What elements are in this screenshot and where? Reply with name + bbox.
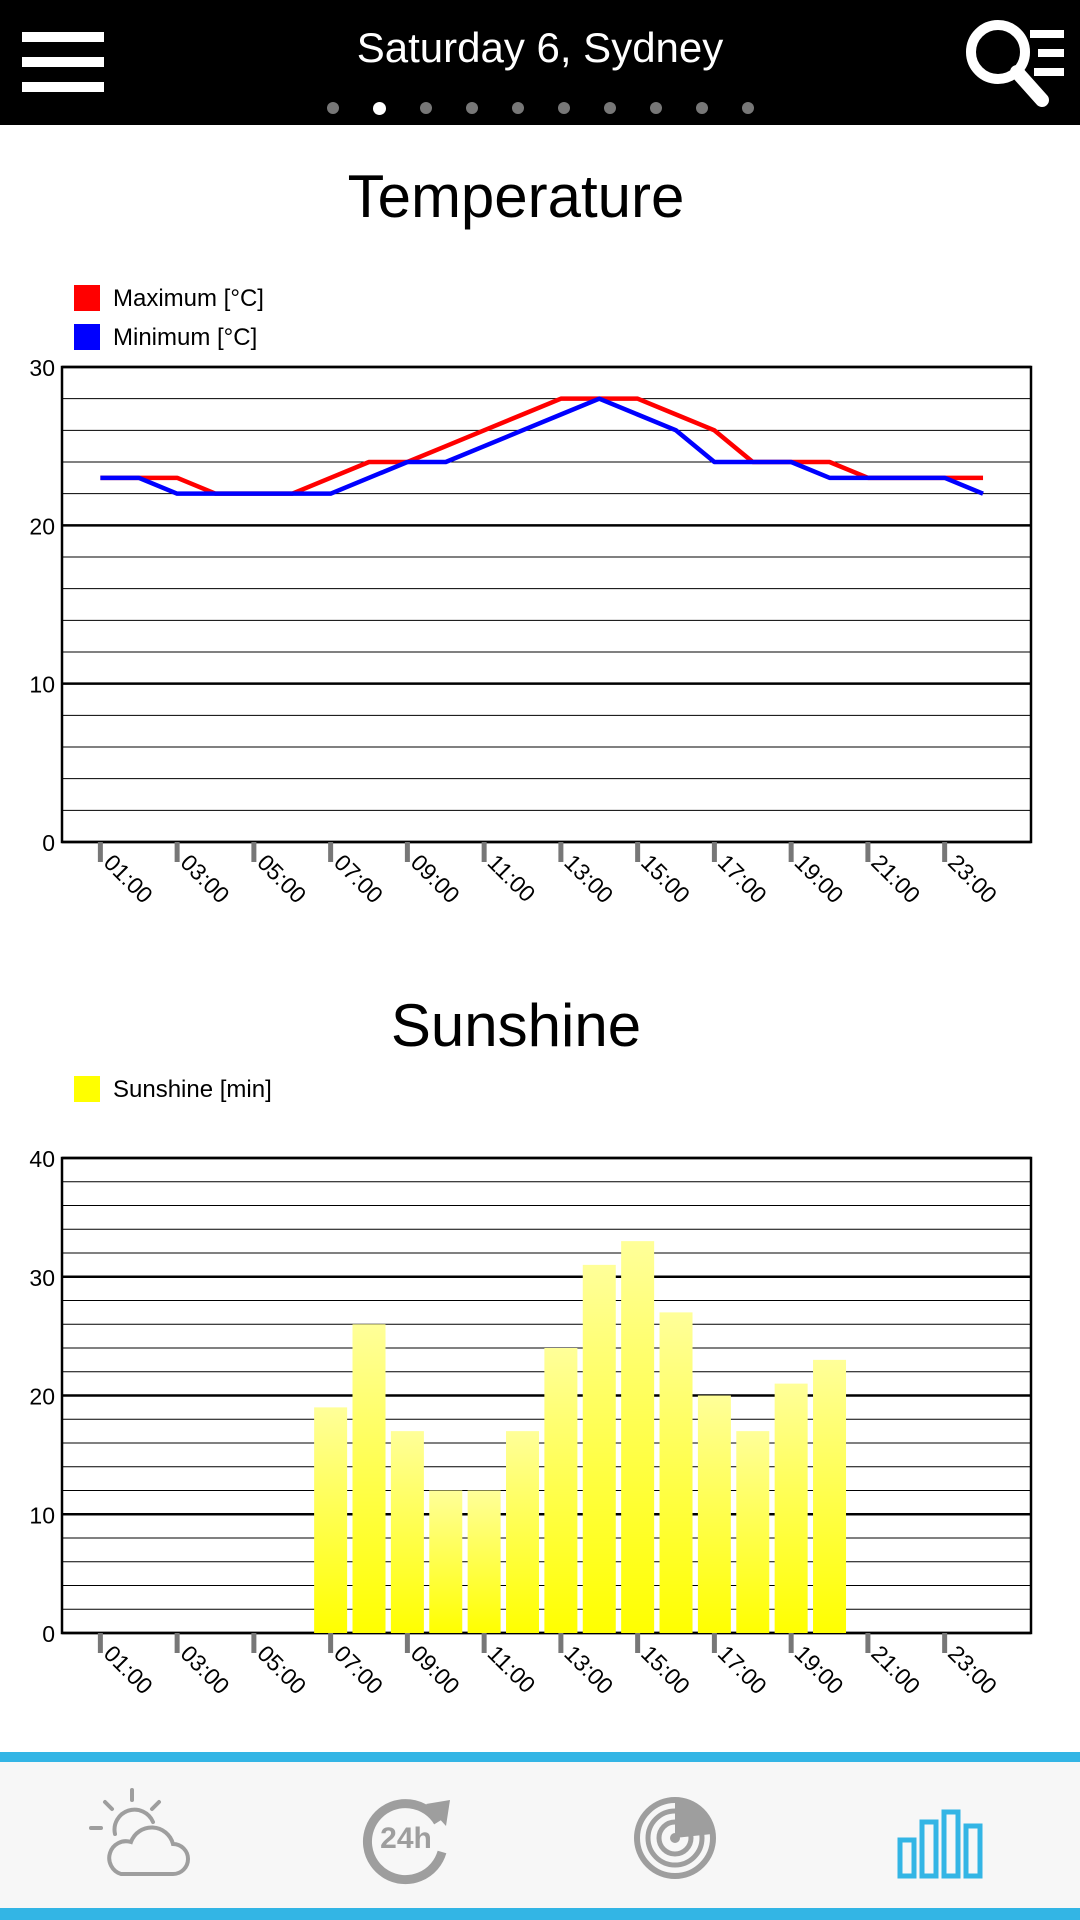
x-tick-label: 17:00 xyxy=(713,849,772,905)
legend-swatch xyxy=(74,324,100,350)
x-tick-label: 15:00 xyxy=(636,849,695,905)
y-tick-label: 10 xyxy=(29,672,55,698)
x-tick-label: 17:00 xyxy=(713,1640,772,1699)
x-tick-label: 11:00 xyxy=(483,849,541,905)
page-dot xyxy=(419,102,432,114)
temperature-chart: Temperature Maximum [°C] Minimum [°C] 0 10 20… xyxy=(29,163,1033,905)
page-title: Saturday 6, Sydney xyxy=(356,24,724,71)
x-tick-label: 01:00 xyxy=(99,849,158,905)
bar xyxy=(659,1312,693,1633)
bar xyxy=(621,1241,655,1633)
page-dot xyxy=(326,102,339,114)
bar xyxy=(352,1324,386,1633)
24h-forecast-icon[interactable]: 24h xyxy=(352,1782,462,1892)
x-tick-label: 11:00 xyxy=(483,1640,541,1698)
page-dot xyxy=(557,102,570,114)
bottom-navigation: 24h xyxy=(0,1752,1080,1920)
page-dot xyxy=(511,102,524,114)
legend-label: Maximum [°C] xyxy=(113,285,264,312)
page-dot xyxy=(603,102,616,114)
legend-swatch xyxy=(74,1076,100,1102)
svg-text:24h: 24h xyxy=(380,1822,432,1855)
hamburger-menu-icon[interactable] xyxy=(22,30,104,94)
x-tick-label: 15:00 xyxy=(636,1640,695,1699)
x-tick-label: 03:00 xyxy=(176,849,235,905)
bar xyxy=(813,1359,847,1633)
y-tick-label: 0 xyxy=(42,830,55,856)
y-tick-label: 20 xyxy=(29,1384,55,1410)
x-tick-label: 05:00 xyxy=(252,1640,311,1699)
page-dot xyxy=(465,102,478,114)
top-app-bar: Saturday 6, Sydney xyxy=(0,0,1080,125)
charts-area[interactable]: Temperature Maximum [°C] Minimum [°C] 0 10 20… xyxy=(0,125,1080,1755)
bar xyxy=(582,1264,616,1633)
legend-swatch xyxy=(74,285,100,311)
bar xyxy=(390,1431,424,1633)
page-dot xyxy=(372,101,386,115)
x-tick-label: 19:00 xyxy=(790,1640,849,1699)
series-line xyxy=(100,396,984,496)
search-list-icon[interactable] xyxy=(962,16,1068,112)
bar xyxy=(314,1407,348,1633)
x-tick-label: 23:00 xyxy=(943,849,1002,905)
x-tick-label: 01:00 xyxy=(99,1640,158,1699)
bar xyxy=(506,1431,540,1633)
chart-title: Temperature xyxy=(348,163,685,230)
x-tick-label: 03:00 xyxy=(176,1640,235,1699)
legend-label: Sunshine [min] xyxy=(113,1076,272,1103)
plot-frame xyxy=(60,365,1033,844)
bar xyxy=(429,1490,463,1633)
x-tick-label: 21:00 xyxy=(866,1640,925,1699)
x-tick-label: 13:00 xyxy=(559,849,618,905)
bar xyxy=(736,1431,770,1633)
bar-chart-icon[interactable] xyxy=(890,1782,1000,1892)
y-tick-label: 10 xyxy=(29,1502,55,1528)
legend-label: Minimum [°C] xyxy=(113,324,257,351)
x-tick-label: 13:00 xyxy=(559,1640,618,1699)
x-tick-label: 05:00 xyxy=(252,849,311,905)
y-tick-label: 20 xyxy=(29,513,55,539)
y-tick-label: 30 xyxy=(29,355,55,381)
y-tick-label: 40 xyxy=(29,1146,55,1172)
y-tick-label: 30 xyxy=(29,1265,55,1291)
x-tick-label: 09:00 xyxy=(406,1640,465,1699)
page-indicator xyxy=(300,98,780,118)
radar-icon[interactable] xyxy=(620,1782,730,1892)
x-tick-label: 23:00 xyxy=(943,1640,1002,1699)
bar xyxy=(467,1490,501,1633)
x-tick-label: 19:00 xyxy=(790,849,849,905)
x-tick-label: 07:00 xyxy=(329,1640,388,1699)
x-tick-label: 09:00 xyxy=(406,849,465,905)
bar xyxy=(697,1395,731,1633)
page-dot xyxy=(649,102,662,114)
sunshine-chart: Sunshine Sunshine [min] 0 10 20 30 40 01:00 03:0… xyxy=(29,992,1033,1699)
bar xyxy=(774,1383,808,1633)
partly-cloudy-icon[interactable] xyxy=(85,1782,195,1892)
page-dot xyxy=(695,102,708,114)
x-tick-label: 21:00 xyxy=(866,849,925,905)
x-tick-label: 07:00 xyxy=(329,849,388,905)
page-dot xyxy=(741,102,754,114)
bar xyxy=(544,1348,578,1633)
chart-title: Sunshine xyxy=(391,992,641,1059)
y-tick-label: 0 xyxy=(42,1621,55,1647)
